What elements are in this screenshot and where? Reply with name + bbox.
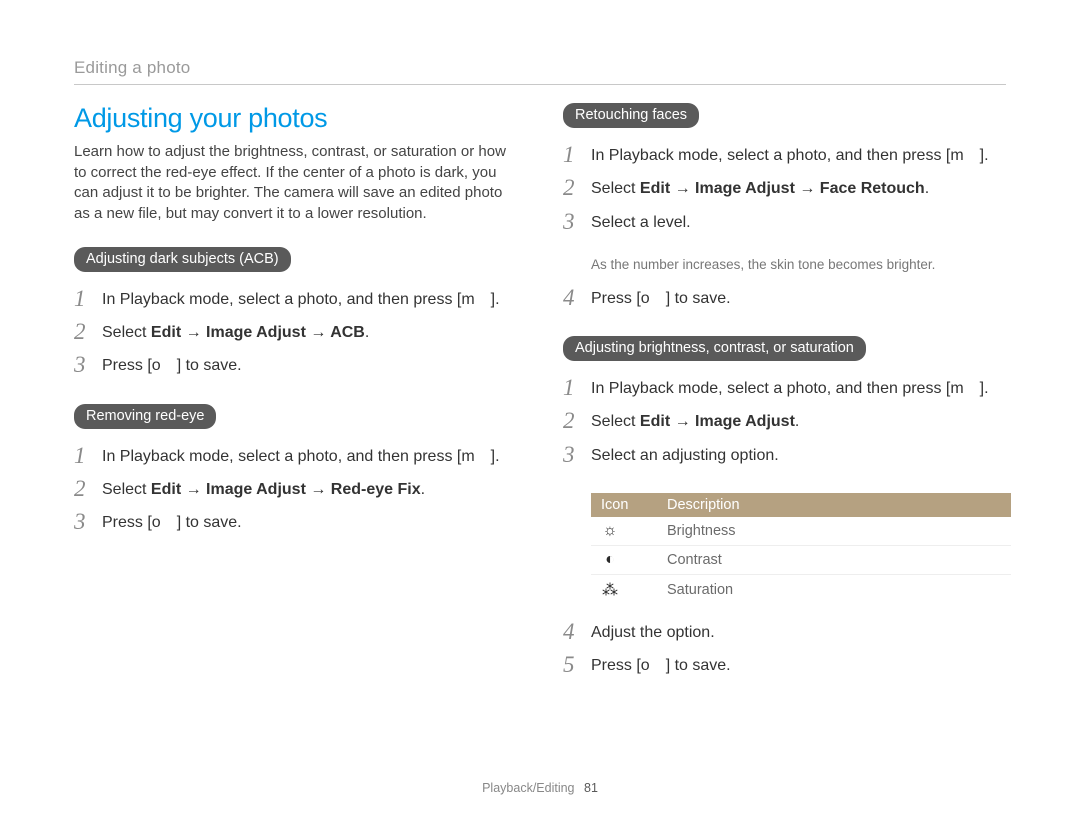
pill-redeye: Removing red-eye <box>74 404 216 429</box>
table-header-row: Icon Description <box>591 493 1011 517</box>
step-number: 1 <box>74 443 102 468</box>
step-text: In Playback mode, select a photo, and th… <box>591 142 989 167</box>
step-number: 4 <box>563 619 591 644</box>
content-columns: Adjusting your photos Learn how to adjus… <box>74 103 1006 704</box>
table-row: ⁂ Saturation <box>591 574 1011 605</box>
left-column: Adjusting your photos Learn how to adjus… <box>74 103 517 704</box>
steps-redeye: 1 In Playback mode, select a photo, and … <box>74 443 517 535</box>
pill-acb: Adjusting dark subjects (ACB) <box>74 247 291 272</box>
step-number: 3 <box>74 509 102 534</box>
step-text: In Playback mode, select a photo, and th… <box>102 286 500 311</box>
steps-bcs-cont: 4 Adjust the option. 5 Press [o ] to sav… <box>563 619 1006 678</box>
step-number: 1 <box>563 142 591 167</box>
steps-acb: 1 In Playback mode, select a photo, and … <box>74 286 517 378</box>
step-item: 2 Select Edit → Image Adjust → Face Reto… <box>563 175 1006 200</box>
pill-bcs: Adjusting brightness, contrast, or satur… <box>563 336 866 361</box>
step-item: 3 Select an adjusting option. <box>563 442 1006 467</box>
step-number: 5 <box>563 652 591 677</box>
step-item: 2 Select Edit → Image Adjust → Red-eye F… <box>74 476 517 501</box>
table-cell: Brightness <box>657 517 1011 546</box>
step-text: In Playback mode, select a photo, and th… <box>102 443 500 468</box>
step-text: Select Edit → Image Adjust → Red-eye Fix… <box>102 476 425 501</box>
step-item: 5 Press [o ] to save. <box>563 652 1006 677</box>
step-text: Select Edit → Image Adjust → Face Retouc… <box>591 175 929 200</box>
step-number: 2 <box>74 319 102 344</box>
page-footer: Playback/Editing 81 <box>0 781 1080 795</box>
intro-paragraph: Learn how to adjust the brightness, cont… <box>74 142 517 225</box>
step-text: Select Edit → Image Adjust → ACB. <box>102 319 369 344</box>
brightness-icon: ☼ <box>601 522 619 540</box>
step-item: 3 Press [o ] to save. <box>74 352 517 377</box>
step-number: 3 <box>563 209 591 234</box>
step-number: 3 <box>563 442 591 467</box>
step-item: 4 Press [o ] to save. <box>563 285 1006 310</box>
table-row: ☼ Brightness <box>591 517 1011 546</box>
step-text: Press [o ] to save. <box>102 352 242 377</box>
step-text: Press [o ] to save. <box>102 509 242 534</box>
steps-retouch: 1 In Playback mode, select a photo, and … <box>563 142 1006 234</box>
step-text: Adjust the option. <box>591 619 715 644</box>
footer-section: Playback/Editing <box>482 781 574 795</box>
step-number: 3 <box>74 352 102 377</box>
step-item: 2 Select Edit → Image Adjust → ACB. <box>74 319 517 344</box>
step-item: 4 Adjust the option. <box>563 619 1006 644</box>
breadcrumb: Editing a photo <box>74 58 1006 85</box>
contrast-icon: ◐ <box>601 551 619 569</box>
step-item: 1 In Playback mode, select a photo, and … <box>74 286 517 311</box>
step-item: 1 In Playback mode, select a photo, and … <box>74 443 517 468</box>
step-number: 2 <box>563 175 591 200</box>
step-text: Select an adjusting option. <box>591 442 779 467</box>
step-text: Press [o ] to save. <box>591 652 731 677</box>
step-text: In Playback mode, select a photo, and th… <box>591 375 989 400</box>
step-item: 1 In Playback mode, select a photo, and … <box>563 142 1006 167</box>
step-item: 1 In Playback mode, select a photo, and … <box>563 375 1006 400</box>
table-row: ◐ Contrast <box>591 545 1011 574</box>
table-cell: Saturation <box>657 574 1011 605</box>
step-number: 1 <box>74 286 102 311</box>
step-text: Select a level. <box>591 209 691 234</box>
step-item: 3 Select a level. <box>563 209 1006 234</box>
step-item: 2 Select Edit → Image Adjust. <box>563 408 1006 433</box>
saturation-icon: ⁂ <box>601 580 619 600</box>
step-text: Select Edit → Image Adjust. <box>591 408 799 433</box>
table-cell: Contrast <box>657 545 1011 574</box>
right-column: Retouching faces 1 In Playback mode, sel… <box>563 103 1006 704</box>
steps-bcs: 1 In Playback mode, select a photo, and … <box>563 375 1006 467</box>
th-description: Description <box>657 493 1011 517</box>
main-heading: Adjusting your photos <box>74 103 517 134</box>
step-number: 1 <box>563 375 591 400</box>
page-number: 81 <box>584 781 598 795</box>
step-number: 4 <box>563 285 591 310</box>
step-number: 2 <box>74 476 102 501</box>
step-text: Press [o ] to save. <box>591 285 731 310</box>
step-number: 2 <box>563 408 591 433</box>
options-table: Icon Description ☼ Brightness ◐ Contrast… <box>591 493 1011 605</box>
step-note: As the number increases, the skin tone b… <box>591 256 1006 275</box>
pill-retouch: Retouching faces <box>563 103 699 128</box>
steps-retouch-cont: 4 Press [o ] to save. <box>563 285 1006 310</box>
step-item: 3 Press [o ] to save. <box>74 509 517 534</box>
th-icon: Icon <box>591 493 657 517</box>
